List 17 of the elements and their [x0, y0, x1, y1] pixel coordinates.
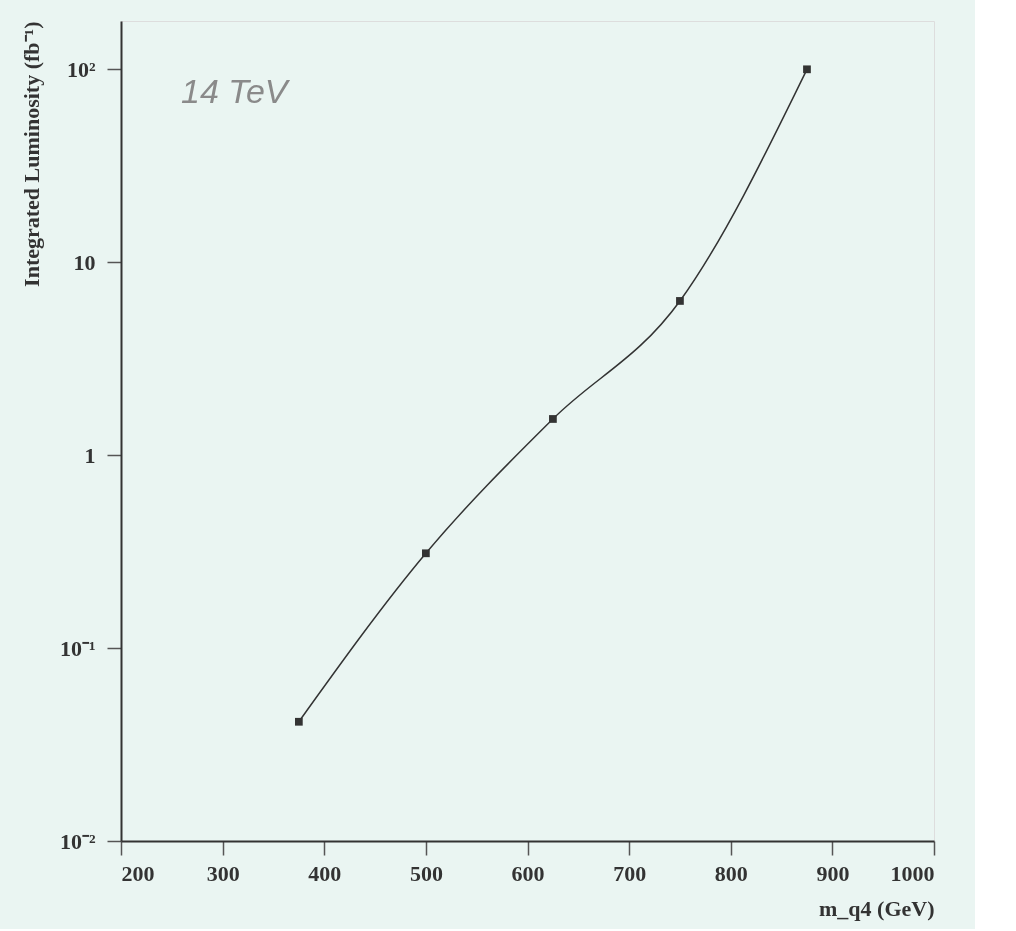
- annotation: 14 TeV: [181, 72, 291, 110]
- x-tick-label: 200: [121, 860, 155, 886]
- x-tick-label: 800: [714, 860, 748, 886]
- x-axis-title: m_q4 (GeV): [819, 895, 935, 921]
- y-tick-label: 10⁻¹: [59, 635, 96, 661]
- x-tick-label: 1000: [890, 860, 935, 886]
- y-tick-label: 10²: [66, 56, 96, 82]
- y-axis-title: Integrated Luminosity (fb⁻¹): [18, 21, 44, 287]
- x-tick-label: 700: [613, 860, 647, 886]
- x-tick-label: 600: [511, 860, 545, 886]
- x-tick-label: 900: [816, 860, 850, 886]
- x-tick-label: 400: [308, 860, 342, 886]
- y-tick-label: 10⁻²: [59, 828, 96, 854]
- x-tick-label: 500: [409, 860, 443, 886]
- y-tick-label: 10: [73, 249, 96, 275]
- y-tick-label: 1: [84, 442, 96, 468]
- x-tick-label: 300: [206, 860, 240, 886]
